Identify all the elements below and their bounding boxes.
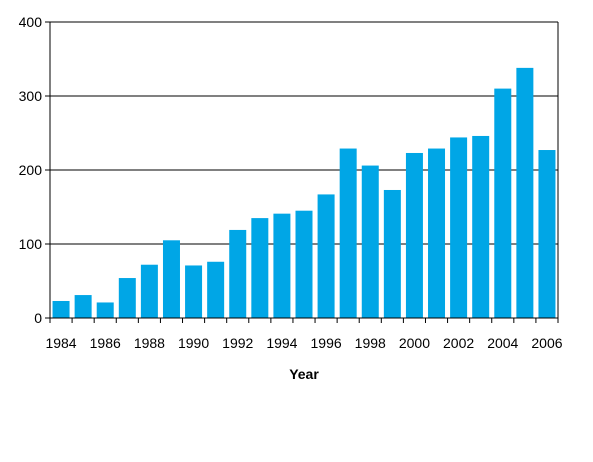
bar-1999 [383, 189, 401, 318]
bar-2005 [516, 67, 534, 318]
x-tick-label-1986: 1986 [90, 335, 121, 351]
bar-1985 [74, 295, 92, 318]
bar-1995 [295, 210, 313, 318]
x-tick-label-2006: 2006 [531, 335, 562, 351]
x-tick-label-1996: 1996 [311, 335, 342, 351]
bar-1984 [52, 300, 70, 318]
y-tick-labels: 0 100 200 300 400 [19, 14, 43, 326]
x-tick-label-1988: 1988 [134, 335, 165, 351]
x-tick-label-1992: 1992 [222, 335, 253, 351]
bar-1996 [317, 194, 335, 318]
bar-1997 [339, 148, 357, 318]
x-tick-label-1984: 1984 [45, 335, 76, 351]
x-tick-label-1994: 1994 [266, 335, 297, 351]
bar-1992 [229, 229, 247, 318]
y-tick-label-200: 200 [19, 162, 43, 178]
bar-2003 [472, 135, 490, 318]
bar-1986 [96, 302, 114, 318]
bar-1990 [185, 265, 203, 318]
x-tick-label-1990: 1990 [178, 335, 209, 351]
x-tick-labels: 1984 1986 1988 1990 1992 1994 1996 1998 2000 2002… [45, 335, 562, 351]
bar-2006 [538, 150, 556, 318]
y-tick-label-0: 0 [34, 310, 42, 326]
x-tick-label-2000: 2000 [399, 335, 430, 351]
bar-2002 [450, 137, 468, 318]
x-axis-title: Year [289, 366, 319, 382]
axes [45, 21, 559, 323]
x-tick-label-2004: 2004 [487, 335, 518, 351]
bar-1989 [162, 240, 180, 318]
x-tick-label-1998: 1998 [355, 335, 386, 351]
y-tick-label-300: 300 [19, 88, 43, 104]
bar-1991 [207, 261, 225, 318]
y-tick-label-400: 400 [19, 14, 43, 30]
y-tick-label-100: 100 [19, 236, 43, 252]
bar-1993 [251, 218, 269, 318]
bar-1988 [140, 264, 158, 318]
bar-1998 [361, 165, 379, 318]
x-tick-label-2002: 2002 [443, 335, 474, 351]
bar-2004 [494, 88, 512, 318]
bar-1987 [118, 278, 136, 318]
bars [52, 67, 556, 318]
bar-2001 [428, 148, 446, 318]
bar-2000 [405, 152, 423, 318]
bar-1994 [273, 213, 291, 318]
